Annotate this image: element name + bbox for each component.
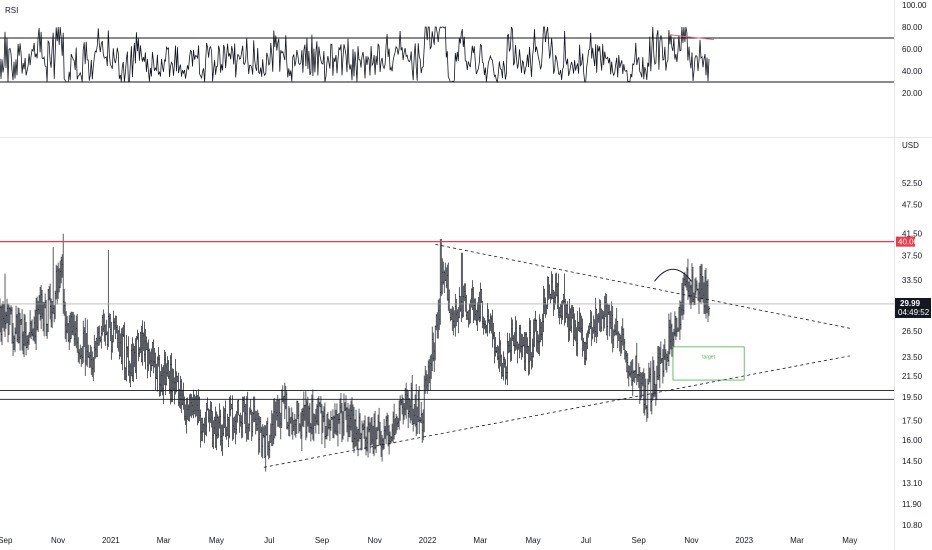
price-tick-label: 52.50	[902, 179, 923, 188]
rsi-tick-label: 80.00	[902, 23, 923, 32]
rsi-tick-label: 20.00	[902, 89, 923, 98]
time-axis[interactable]: Sep Nov 2021 Mar May Jul Sep Nov 2022 Mar May Jul Se…	[0, 536, 857, 545]
upper-trendline[interactable]	[435, 243, 850, 329]
time-tick-label: 2021	[102, 536, 120, 545]
rsi-axis: 100.00 80.00 60.00 40.00 20.00	[902, 1, 927, 98]
time-tick-label: Nov	[51, 536, 65, 545]
time-tick-label: Nov	[684, 536, 698, 545]
price-tick-label: 26.50	[902, 327, 923, 336]
price-tick-label: 41.50	[902, 230, 923, 239]
time-tick-label: Jul	[581, 536, 591, 545]
time-tick-label: Sep	[315, 536, 330, 545]
time-tick-label: 2023	[735, 536, 753, 545]
price-tick-label: 13.10	[902, 479, 923, 488]
price-tick-label: 19.50	[902, 393, 923, 402]
resistance-price-badge	[896, 236, 915, 247]
time-tick-label: Jul	[264, 536, 274, 545]
price-tick-label: 37.50	[902, 252, 923, 261]
bar-countdown-label: 04:49:52	[898, 308, 930, 317]
time-tick-label: 2022	[419, 536, 437, 545]
price-tick-label: 14.50	[902, 457, 923, 466]
price-tick-label: 17.50	[902, 417, 923, 426]
rsi-pane[interactable]: RSI 100.00 80.00 60.00 40.00 20.00	[0, 1, 927, 98]
price-tick-label: 33.50	[902, 276, 923, 285]
last-price-badge	[895, 297, 931, 318]
rsi-divergence-line[interactable]	[668, 34, 714, 41]
rsi-title: RSI	[5, 6, 18, 15]
price-tick-label: 10.80	[902, 521, 923, 530]
price-tick-label: 11.90	[902, 500, 922, 509]
price-pane[interactable]: USD 52.5047.5041.5037.5033.5029.5026.502…	[0, 141, 931, 530]
resistance-price-badge-label: 40.00	[898, 238, 919, 247]
time-tick-label: Sep	[632, 536, 647, 545]
time-tick-label: May	[842, 536, 857, 545]
time-tick-label: Nov	[368, 536, 382, 545]
price-unit-label: USD	[902, 141, 919, 150]
price-tick-label: 16.00	[902, 436, 923, 445]
rsi-tick-label: 40.00	[902, 67, 923, 76]
time-tick-label: Mar	[157, 536, 171, 545]
time-tick-label: Mar	[790, 536, 804, 545]
price-tick-label: 23.50	[902, 353, 923, 362]
time-tick-label: Mar	[473, 536, 487, 545]
target-box-label: target	[702, 354, 715, 360]
time-tick-label: May	[526, 536, 541, 545]
time-tick-label: May	[209, 536, 224, 545]
rsi-tick-label: 60.00	[902, 45, 923, 54]
price-tick-label: 47.50	[902, 200, 923, 209]
last-price-label: 29.99	[900, 299, 921, 308]
rsi-tick-label: 100.00	[902, 1, 927, 10]
price-tick-label: 21.50	[902, 372, 923, 381]
top-arc-drawing[interactable]	[654, 268, 692, 282]
target-box[interactable]	[672, 346, 745, 381]
rsi-line[interactable]	[0, 26, 710, 84]
time-tick-label: Sep	[0, 536, 13, 545]
price-bars[interactable]	[0, 233, 711, 472]
